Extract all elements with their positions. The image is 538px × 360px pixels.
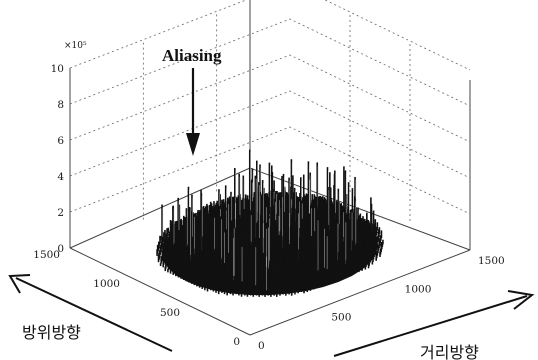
x-tick-label: 0 xyxy=(258,340,265,352)
back-walls xyxy=(69,0,471,251)
range-arrow xyxy=(333,290,535,357)
z-tick-label: 10 xyxy=(51,63,64,75)
z-grid-line xyxy=(69,90,471,179)
surface-spikes xyxy=(156,149,384,297)
z-tick-label: 4 xyxy=(57,171,64,183)
y-tick-label: 500 xyxy=(160,307,180,319)
y-tick-label: 1000 xyxy=(93,278,120,290)
y-tick-label: 1500 xyxy=(33,249,60,261)
x-tick-label: 1000 xyxy=(405,283,432,295)
floor xyxy=(69,247,471,336)
y-tick-label: 0 xyxy=(233,336,240,348)
x-tick-label: 1500 xyxy=(478,255,505,267)
x-tick-labels: 0 500 1000 1500 xyxy=(258,255,505,352)
z-tick-label: 6 xyxy=(57,135,64,147)
y-axis-label: 방위방향 xyxy=(22,323,81,342)
z-multiplier: ×10⁵ xyxy=(64,41,87,51)
azimuth-arrow xyxy=(8,274,173,352)
z-tick-labels: 0 2 4 6 8 10 xyxy=(51,63,65,255)
z-grid-line xyxy=(69,18,471,107)
y-tick-labels: 0 500 1000 1500 xyxy=(33,249,240,348)
z-grid-line xyxy=(69,126,471,215)
x-axis-label: 거리방향 xyxy=(420,343,479,360)
grid-lines xyxy=(69,0,471,221)
x-tick-label: 500 xyxy=(331,312,351,324)
aliasing-annotation: Aliasing xyxy=(162,46,222,65)
z-tick-label: 8 xyxy=(57,99,64,111)
z-tick-label: 0 xyxy=(57,243,64,255)
annotation-arrow xyxy=(186,68,200,156)
z-grid-line xyxy=(69,54,471,143)
z-tick-label: 2 xyxy=(57,207,64,219)
